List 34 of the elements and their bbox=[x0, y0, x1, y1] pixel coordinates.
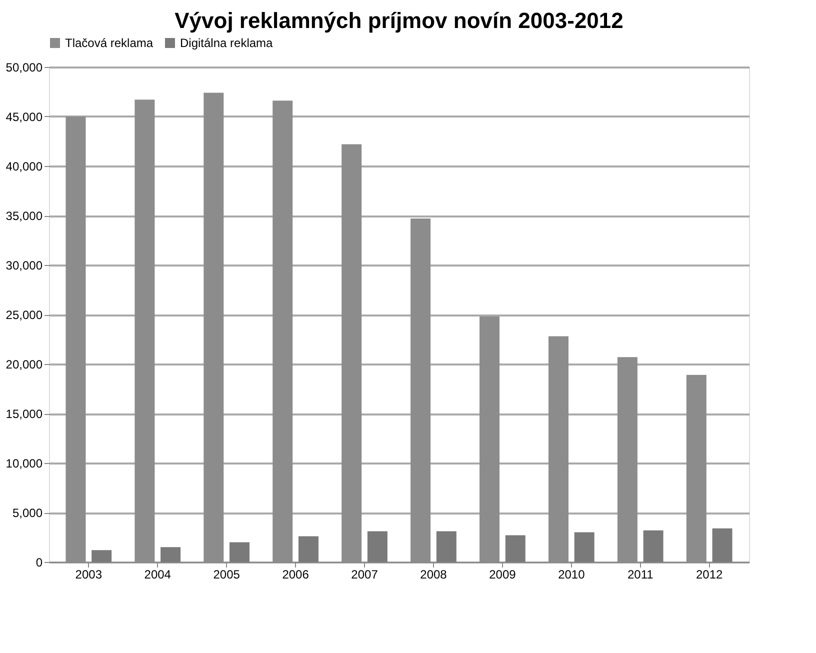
bar bbox=[367, 531, 388, 562]
x-tick-label: 2011 bbox=[627, 568, 654, 582]
x-tick-label: 2005 bbox=[213, 568, 240, 582]
y-tick-label: 5,000 bbox=[12, 506, 43, 520]
x-tick-label: 2009 bbox=[489, 568, 516, 582]
x-tick-label: 2010 bbox=[558, 568, 586, 582]
y-tick-label: 0 bbox=[36, 556, 43, 570]
legend-label: Digitálna reklama bbox=[180, 36, 274, 50]
bar bbox=[92, 550, 112, 562]
bar bbox=[712, 528, 732, 562]
bar bbox=[436, 531, 456, 562]
y-tick-label: 35,000 bbox=[6, 209, 43, 223]
y-tick-label: 50,000 bbox=[6, 60, 43, 74]
bar bbox=[298, 536, 318, 562]
y-tick-label: 25,000 bbox=[6, 308, 43, 322]
y-tick-label: 15,000 bbox=[6, 407, 43, 421]
y-tick-label: 10,000 bbox=[6, 456, 43, 470]
y-tick-label: 20,000 bbox=[6, 358, 43, 372]
y-tick-label: 40,000 bbox=[6, 160, 43, 174]
x-tick-label: 2007 bbox=[351, 568, 378, 582]
x-tick-label: 2008 bbox=[420, 568, 448, 582]
bar bbox=[643, 530, 664, 562]
bar bbox=[505, 535, 526, 562]
bar bbox=[574, 532, 594, 562]
x-tick-label: 2003 bbox=[75, 568, 102, 582]
bar bbox=[230, 542, 250, 562]
bar bbox=[160, 547, 181, 562]
legend-label: Tlačová reklama bbox=[65, 36, 154, 50]
x-tick-label: 2004 bbox=[144, 568, 172, 582]
y-tick-label: 30,000 bbox=[6, 258, 43, 272]
x-tick-label: 2012 bbox=[696, 568, 724, 582]
chart-title: Vývoj reklamných príjmov novín 2003-2012 bbox=[174, 8, 624, 33]
x-tick-label: 2006 bbox=[282, 568, 310, 582]
y-tick-label: 45,000 bbox=[6, 110, 43, 124]
